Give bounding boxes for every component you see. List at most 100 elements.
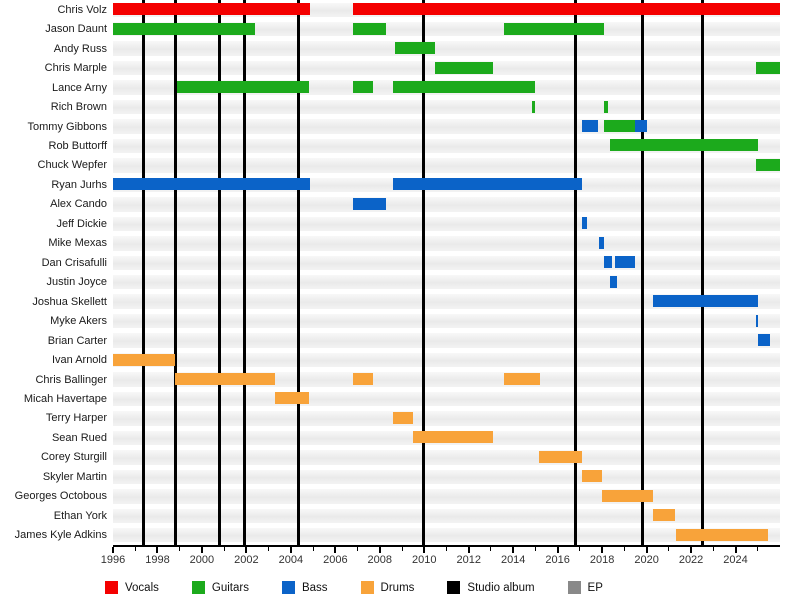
- timeline-bar-drums: [413, 431, 494, 444]
- timeline-bar-guitars: [504, 22, 605, 35]
- row-stripe: [113, 391, 780, 407]
- major-tick: [156, 547, 159, 553]
- studio-album-line: [700, 0, 704, 545]
- x-tick-label: 2018: [589, 554, 615, 566]
- member-label: Chris Volz: [57, 3, 107, 16]
- timeline-bar-bass: [582, 119, 598, 132]
- member-label: Georges Octobous: [14, 490, 107, 503]
- member-label: Ethan York: [53, 509, 107, 522]
- legend-swatch: [191, 581, 205, 594]
- timeline-bar-guitars: [609, 139, 758, 152]
- row-stripe: [113, 21, 780, 37]
- timeline-bar-drums: [504, 373, 540, 386]
- x-tick-label: 2006: [323, 554, 348, 566]
- row-stripe: [113, 489, 780, 504]
- timeline-bar-drums: [653, 509, 676, 522]
- timeline-bar-guitars: [755, 61, 780, 74]
- timeline-bar-bass: [653, 295, 758, 308]
- member-label: Rob Buttorff: [48, 139, 108, 152]
- legend-swatch: [447, 581, 461, 594]
- row-stripe: [113, 450, 780, 465]
- timeline-bar-bass: [604, 256, 613, 269]
- timeline-bar-bass: [609, 275, 617, 288]
- major-tick: [245, 547, 248, 553]
- x-tick-label: 2024: [723, 554, 748, 566]
- x-tick-label: 2014: [500, 554, 526, 566]
- member-label: Lance Arny: [51, 81, 107, 94]
- major-tick: [556, 547, 559, 553]
- timeline-bar-bass: [598, 236, 605, 249]
- major-tick: [200, 547, 203, 553]
- member-label: Alex Cando: [50, 198, 107, 211]
- studio-album-line: [297, 0, 301, 545]
- minor-tick: [490, 547, 492, 551]
- member-label: Brian Carter: [47, 334, 107, 347]
- timeline-bar-bass: [635, 119, 647, 132]
- timeline-bar-guitars: [604, 100, 608, 113]
- major-tick: [334, 547, 337, 553]
- row-stripe: [113, 119, 780, 134]
- studio-album-line: [173, 0, 177, 545]
- major-tick: [378, 547, 381, 553]
- minor-tick: [179, 547, 181, 551]
- row-stripe: [113, 216, 780, 232]
- minor-tick: [668, 547, 670, 551]
- major-tick: [112, 547, 114, 553]
- row-stripe: [113, 411, 780, 426]
- minor-tick: [446, 547, 447, 551]
- member-label: Ryan Jurhs: [51, 178, 107, 191]
- timeline-bar-drums: [275, 392, 309, 405]
- row-stripe: [113, 372, 780, 387]
- member-label: Chris Ballinger: [35, 373, 107, 386]
- legend-item-bass: Bass: [281, 581, 328, 594]
- studio-album-line: [573, 0, 577, 545]
- minor-tick: [357, 547, 359, 551]
- legend-label: Drums: [380, 581, 415, 594]
- minor-tick: [134, 547, 136, 551]
- member-label: Joshua Skellett: [32, 295, 107, 308]
- timeline-bar-drums: [353, 373, 374, 386]
- row-stripe: [113, 158, 780, 173]
- timeline-bar-drums: [393, 411, 414, 424]
- legend-item-ep: EP: [567, 581, 603, 594]
- member-label: Micah Havertape: [23, 393, 107, 405]
- legend-label: Bass: [301, 581, 328, 594]
- timeline-bar-drums: [675, 528, 768, 541]
- row-stripe: [113, 508, 780, 524]
- x-tick-label: 2012: [456, 554, 481, 566]
- timeline-bar-guitars: [177, 81, 309, 94]
- timeline-bar-bass: [113, 178, 310, 191]
- member-label: Andy Russ: [53, 42, 107, 55]
- minor-tick: [312, 547, 314, 551]
- legend-label: EP: [587, 581, 603, 594]
- row-stripe: [113, 236, 780, 251]
- member-label: Ivan Arnold: [51, 354, 107, 367]
- minor-tick: [712, 547, 714, 551]
- x-tick-label: 2000: [189, 554, 215, 566]
- major-tick: [645, 547, 648, 553]
- timeline-bar-guitars: [353, 81, 374, 94]
- timeline-bar-drums: [602, 489, 654, 502]
- row-stripe: [113, 352, 780, 368]
- x-tick-label: 2016: [545, 554, 570, 566]
- x-tick-label: 2004: [278, 554, 304, 566]
- timeline-bar-bass: [353, 197, 387, 210]
- legend-swatch: [567, 581, 581, 594]
- x-tick-label: 2010: [412, 554, 437, 566]
- timeline-bar-guitars: [395, 42, 436, 55]
- member-label: Dan Crisafulli: [41, 256, 107, 269]
- row-stripe: [113, 469, 780, 485]
- minor-tick: [534, 547, 536, 551]
- member-label: Mike Mexas: [48, 237, 107, 250]
- x-tick-label: 1998: [145, 554, 170, 566]
- member-label: Jason Daunt: [45, 23, 107, 36]
- legend-item-guitars: Guitars: [191, 581, 249, 594]
- row-stripe: [113, 528, 780, 543]
- legend-label: Guitars: [211, 581, 249, 594]
- x-tick-label: 2020: [634, 554, 659, 566]
- minor-tick: [579, 547, 581, 551]
- x-tick-label: 2022: [678, 554, 704, 566]
- timeline-bar-bass: [615, 256, 636, 269]
- major-tick: [690, 547, 693, 553]
- row-stripe: [113, 41, 780, 56]
